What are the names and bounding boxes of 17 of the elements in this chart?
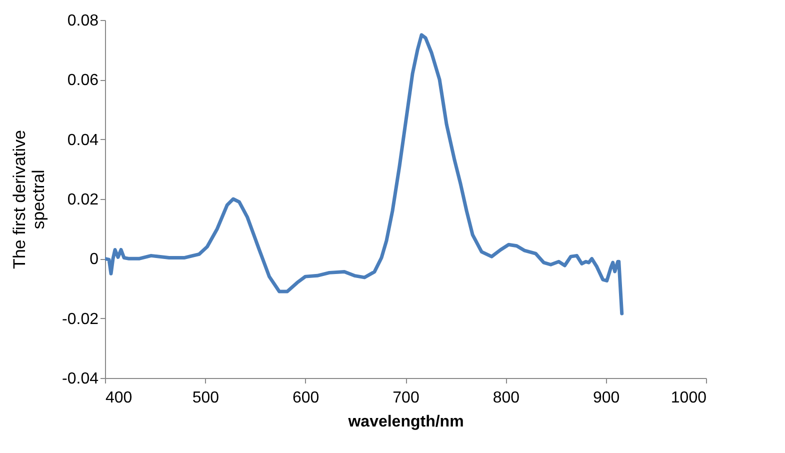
y-tick-label: 0 bbox=[90, 251, 99, 268]
x-tick-label: 500 bbox=[192, 390, 220, 406]
x-tick-label: 600 bbox=[292, 390, 320, 406]
y-tick-label: -0.04 bbox=[62, 370, 99, 388]
y-tick-label: 0.02 bbox=[67, 192, 99, 208]
x-tick-label: 800 bbox=[492, 390, 520, 406]
y-tick-label: 0.08 bbox=[67, 12, 99, 30]
y-tick-label: 0.04 bbox=[67, 132, 99, 149]
y-axis-title: The first derivative spectral bbox=[10, 130, 48, 269]
x-axis-title: wavelength/nm bbox=[347, 414, 464, 430]
x-tick-label: 1000 bbox=[670, 390, 707, 406]
x-tick-label: 700 bbox=[392, 390, 420, 406]
x-tick-label: 900 bbox=[592, 390, 620, 406]
x-tick-label: 400 bbox=[106, 390, 132, 406]
y-tick-label: -0.02 bbox=[62, 310, 99, 328]
line-series bbox=[105, 33, 624, 316]
y-tick-label: 0.06 bbox=[67, 72, 99, 90]
